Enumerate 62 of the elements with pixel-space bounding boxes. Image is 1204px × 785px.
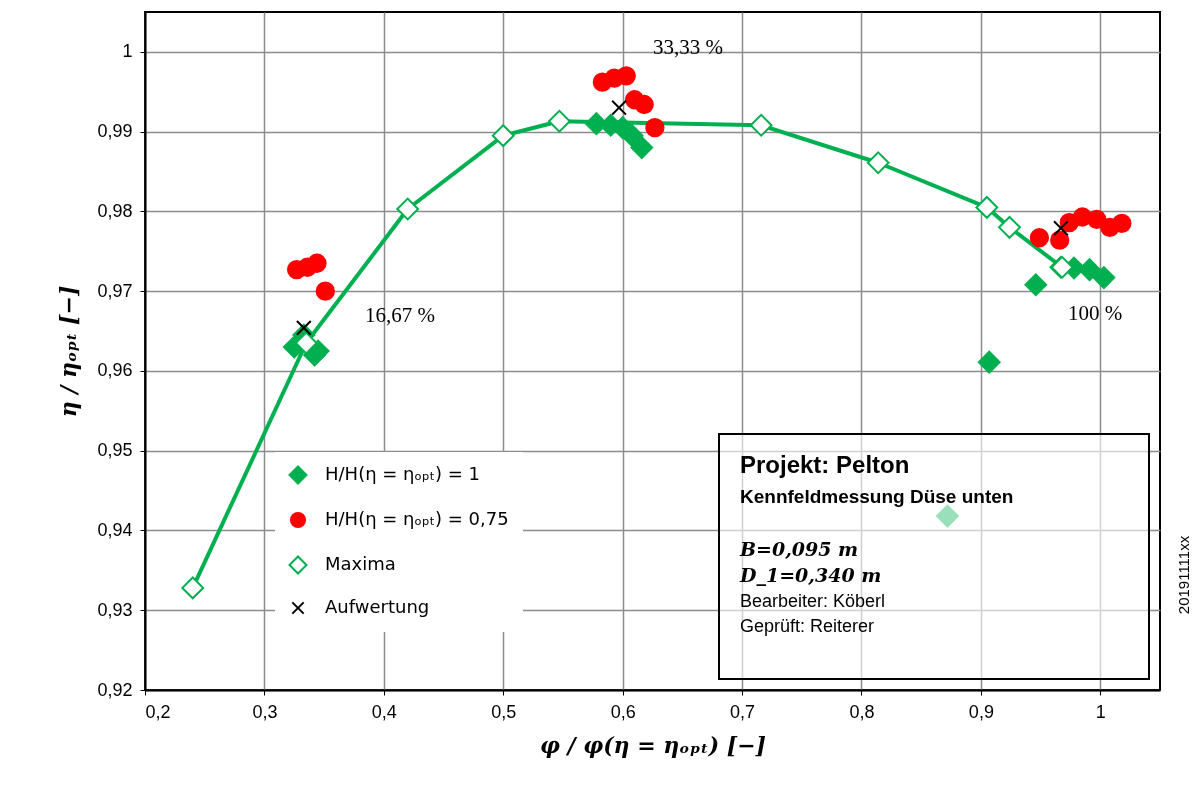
annotation: Projekt: Pelton [740,451,910,479]
x-tick-label: 0,4 [371,701,397,722]
annotation: B=0,095 m [740,538,859,560]
y-tick-label: 0,98 [97,200,133,221]
point [295,319,312,336]
point [977,350,1001,374]
x-tick-label: 0,3 [252,701,278,722]
point [975,196,999,219]
legend-label: H/H(η = ηₒₚₜ) = 1 [325,463,480,484]
point [1029,228,1050,248]
y-axis-title: η / ηₒₚₜ [−] [55,285,82,418]
point [307,253,327,273]
annotation: D_1=0,340 m [740,564,882,586]
point [998,215,1021,239]
legend-label: Maxima [325,553,396,574]
legend-label: H/H(η = ηₒₚₜ) = 0,75 [325,508,509,529]
point [630,136,654,159]
point [1092,266,1116,290]
point [1078,258,1101,282]
text: 20191111xx [1174,535,1192,615]
point [634,94,654,115]
point [620,124,644,148]
point [645,118,665,138]
annotation: Geprüft: Reiterer [740,615,875,637]
y-tick-label: 1 [122,41,133,62]
x-tick-label: 0,7 [730,701,756,722]
x-tick-label: 0,8 [849,701,875,722]
annotation: Bearbeiter: Köberl [740,590,886,612]
y-tick-label: 0,93 [97,599,133,620]
point [611,99,627,116]
legend-label: Aufwertung [325,596,430,617]
point [866,151,890,175]
x-tick-label: 0,9 [968,701,994,722]
point [1087,209,1107,230]
point [1024,273,1048,297]
point [491,124,515,148]
y-tick-label: 0,96 [97,360,133,381]
x-tick-label: 0,2 [145,701,171,722]
y-tick-label: 0,97 [97,280,133,301]
point [1112,213,1132,234]
y-tick-label: 0,94 [97,519,133,540]
annotation: 16,67 % [365,302,435,328]
annotation: 33,33 % [653,34,723,60]
point [181,576,205,600]
point [315,281,335,301]
point [1052,220,1069,237]
point [547,109,571,133]
y-tick-label: 0,95 [97,440,133,461]
annotation: 100 % [1067,300,1123,326]
x-axis-title: φ / φ(η = ηₒₚₜ) [−] [539,731,767,758]
x-tick-label: 1 [1095,701,1106,722]
y-tick-label: 0,92 [97,679,133,700]
x-tick-label: 0,5 [491,701,517,722]
y-tick-label: 0,99 [97,121,133,142]
point [749,113,773,137]
point [616,66,636,86]
annotation: Kennfeldmessung Düse unten [740,486,1014,508]
point [936,504,959,528]
point [396,197,420,221]
point [294,331,318,355]
point [1050,230,1070,250]
x-tick-label: 0,6 [610,701,636,722]
